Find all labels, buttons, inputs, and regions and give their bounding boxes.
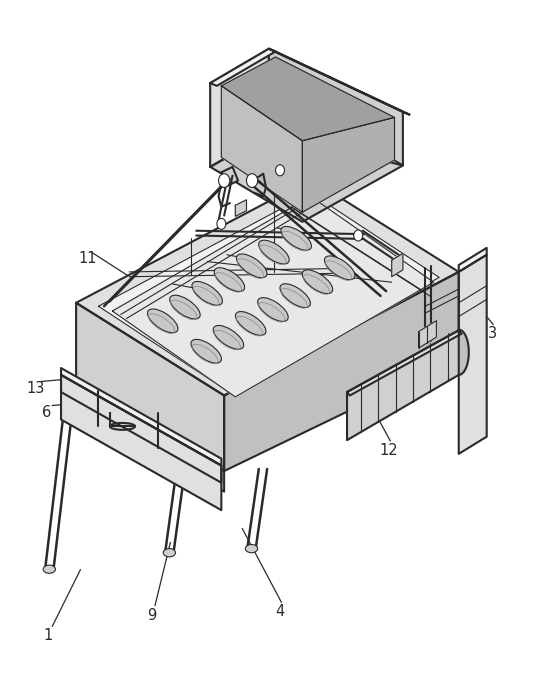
Ellipse shape bbox=[191, 339, 221, 363]
Polygon shape bbox=[221, 167, 238, 186]
Text: 10: 10 bbox=[209, 83, 228, 98]
Circle shape bbox=[246, 174, 258, 187]
Polygon shape bbox=[210, 49, 276, 86]
Text: 2: 2 bbox=[407, 361, 416, 376]
Ellipse shape bbox=[236, 254, 267, 278]
Polygon shape bbox=[76, 179, 459, 396]
Text: 12: 12 bbox=[380, 443, 398, 458]
Circle shape bbox=[218, 174, 230, 187]
Circle shape bbox=[354, 230, 363, 241]
Circle shape bbox=[217, 218, 226, 229]
Polygon shape bbox=[392, 253, 403, 277]
Ellipse shape bbox=[213, 325, 244, 350]
Text: 1: 1 bbox=[44, 628, 53, 643]
Text: 13: 13 bbox=[26, 381, 44, 396]
Polygon shape bbox=[302, 118, 394, 212]
Ellipse shape bbox=[259, 240, 289, 264]
Polygon shape bbox=[221, 86, 302, 212]
Circle shape bbox=[276, 165, 284, 175]
Ellipse shape bbox=[324, 256, 355, 280]
Polygon shape bbox=[61, 368, 221, 466]
Polygon shape bbox=[459, 330, 469, 375]
Ellipse shape bbox=[170, 295, 200, 319]
Polygon shape bbox=[61, 375, 221, 483]
Text: 4: 4 bbox=[276, 604, 284, 619]
Ellipse shape bbox=[281, 226, 311, 250]
Polygon shape bbox=[269, 49, 403, 166]
Polygon shape bbox=[76, 303, 224, 471]
Ellipse shape bbox=[214, 268, 245, 292]
Ellipse shape bbox=[192, 281, 222, 305]
Polygon shape bbox=[347, 330, 461, 396]
Polygon shape bbox=[347, 330, 459, 440]
Polygon shape bbox=[76, 378, 224, 492]
Ellipse shape bbox=[280, 283, 310, 308]
Polygon shape bbox=[418, 321, 436, 348]
Polygon shape bbox=[113, 196, 433, 397]
Polygon shape bbox=[269, 49, 409, 115]
Polygon shape bbox=[210, 49, 269, 167]
Text: 11: 11 bbox=[78, 250, 96, 266]
Ellipse shape bbox=[302, 270, 333, 294]
Polygon shape bbox=[221, 57, 394, 141]
Ellipse shape bbox=[43, 565, 55, 573]
Polygon shape bbox=[235, 200, 246, 216]
Ellipse shape bbox=[245, 544, 258, 552]
Ellipse shape bbox=[235, 312, 266, 335]
Polygon shape bbox=[459, 255, 487, 454]
Polygon shape bbox=[459, 248, 487, 272]
Text: 6: 6 bbox=[42, 405, 51, 420]
Polygon shape bbox=[99, 193, 439, 391]
Ellipse shape bbox=[147, 309, 178, 333]
Text: 9: 9 bbox=[147, 608, 156, 623]
Ellipse shape bbox=[164, 548, 175, 557]
Text: 3: 3 bbox=[488, 326, 497, 341]
Polygon shape bbox=[210, 111, 403, 222]
Ellipse shape bbox=[258, 298, 288, 321]
Polygon shape bbox=[224, 272, 459, 471]
Polygon shape bbox=[61, 375, 221, 510]
